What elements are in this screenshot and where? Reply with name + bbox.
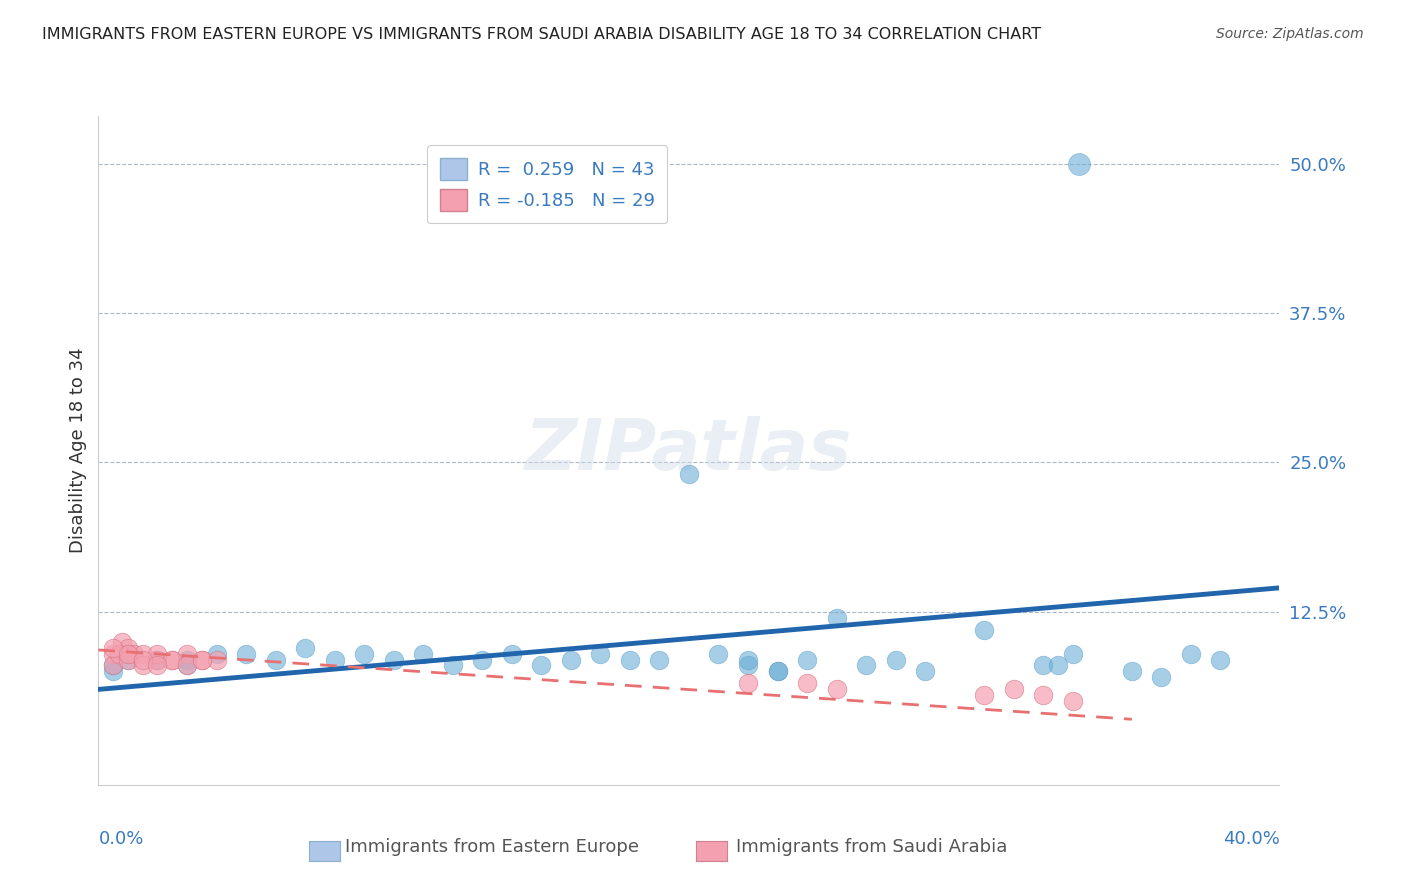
Point: [825, 611, 848, 625]
Point: [973, 689, 995, 703]
Point: [884, 652, 907, 666]
Point: [162, 652, 183, 666]
Point: [294, 640, 316, 655]
Y-axis label: Disability Age 18 to 34: Disability Age 18 to 34: [69, 348, 87, 553]
Point: [796, 676, 818, 690]
Point: [1002, 682, 1025, 697]
Text: IMMIGRANTS FROM EASTERN EUROPE VS IMMIGRANTS FROM SAUDI ARABIA DISABILITY AGE 18: IMMIGRANTS FROM EASTERN EUROPE VS IMMIGR…: [42, 27, 1042, 42]
Point: [1062, 694, 1084, 708]
Point: [132, 647, 155, 661]
Point: [162, 652, 183, 666]
Text: Source: ZipAtlas.com: Source: ZipAtlas.com: [1216, 27, 1364, 41]
Text: Immigrants from Eastern Europe: Immigrants from Eastern Europe: [344, 838, 640, 856]
Point: [501, 647, 523, 661]
Point: [117, 640, 139, 655]
Point: [973, 623, 995, 637]
Point: [737, 676, 759, 690]
Point: [176, 647, 198, 661]
Point: [176, 658, 198, 673]
Point: [825, 682, 848, 697]
Point: [1209, 652, 1232, 666]
Point: [264, 652, 287, 666]
Point: [191, 652, 214, 666]
Point: [323, 652, 346, 666]
Point: [796, 652, 818, 666]
Point: [914, 665, 936, 679]
Point: [117, 652, 139, 666]
Point: [619, 652, 641, 666]
Point: [648, 652, 671, 666]
Point: [235, 647, 257, 661]
Point: [191, 652, 214, 666]
Point: [103, 640, 125, 655]
Point: [855, 658, 877, 673]
Point: [146, 652, 169, 666]
Point: [108, 647, 131, 661]
Point: [103, 665, 125, 679]
Text: 40.0%: 40.0%: [1223, 830, 1279, 847]
Point: [1032, 689, 1054, 703]
Point: [205, 652, 228, 666]
Point: [132, 652, 155, 666]
Legend: R =  0.259   N = 43, R = -0.185   N = 29: R = 0.259 N = 43, R = -0.185 N = 29: [427, 145, 668, 223]
Point: [1150, 670, 1173, 684]
Point: [589, 647, 612, 661]
Point: [176, 658, 198, 673]
Point: [103, 658, 125, 673]
Point: [1046, 658, 1069, 673]
Point: [146, 658, 169, 673]
Point: [103, 658, 125, 673]
Text: ZIPatlas: ZIPatlas: [526, 416, 852, 485]
Point: [146, 652, 169, 666]
Point: [560, 652, 582, 666]
Point: [737, 652, 759, 666]
Point: [471, 652, 494, 666]
Point: [1121, 665, 1143, 679]
Point: [382, 652, 405, 666]
Text: 0.0%: 0.0%: [98, 830, 143, 847]
Point: [1067, 157, 1090, 171]
Point: [176, 652, 198, 666]
Point: [117, 647, 139, 661]
Point: [117, 647, 139, 661]
Point: [146, 647, 169, 661]
Point: [678, 467, 700, 482]
Point: [1062, 647, 1084, 661]
Point: [766, 665, 789, 679]
Point: [1180, 647, 1202, 661]
Point: [737, 658, 759, 673]
Point: [117, 652, 139, 666]
Point: [122, 647, 145, 661]
Point: [111, 634, 134, 648]
Point: [353, 647, 375, 661]
Point: [205, 647, 228, 661]
Text: Immigrants from Saudi Arabia: Immigrants from Saudi Arabia: [735, 838, 1008, 856]
Point: [441, 658, 464, 673]
Point: [707, 647, 730, 661]
Point: [103, 647, 125, 661]
Point: [530, 658, 553, 673]
Point: [132, 658, 155, 673]
Point: [766, 665, 789, 679]
Point: [1032, 658, 1054, 673]
Point: [146, 652, 169, 666]
Point: [412, 647, 434, 661]
